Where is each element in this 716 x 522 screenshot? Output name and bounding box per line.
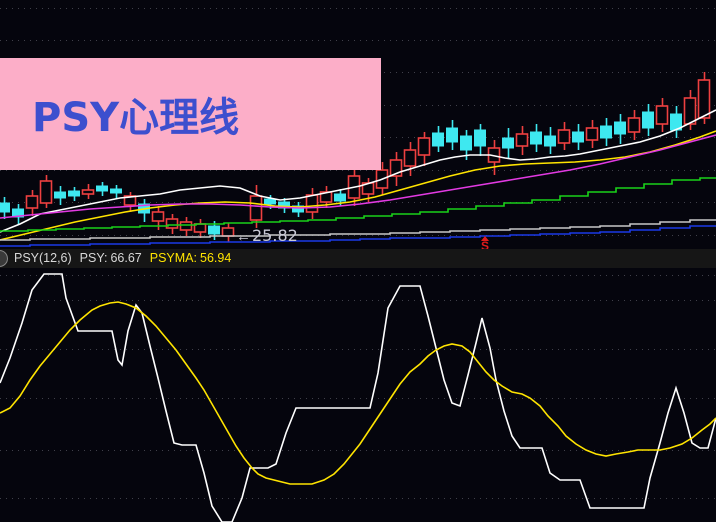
psy-gridline — [0, 349, 716, 350]
price-gridline — [0, 235, 716, 236]
psy-indicator-header[interactable]: PSY(12,6) PSY: 66.67 PSYMA: 56.94 — [0, 249, 716, 268]
psy-gridline — [0, 300, 716, 301]
psy-value-label: PSY: — [79, 251, 108, 265]
psyma-value: 56.94 — [200, 251, 232, 265]
banner-title-text: PSY心理线 — [32, 95, 240, 141]
callout-price-value: 25.82 — [252, 226, 298, 245]
sell-arrow-icon — [481, 236, 489, 241]
moving-average-lines — [0, 109, 716, 247]
psy-gridline — [0, 398, 716, 399]
psy-indicator-panel[interactable] — [0, 268, 716, 522]
psy-gridline — [0, 275, 716, 276]
psy-lines-svg — [0, 273, 716, 522]
indicator-bubble-icon[interactable] — [0, 250, 8, 267]
price-gridline — [0, 202, 716, 203]
price-callout: ← 25.82 — [236, 228, 298, 244]
sell-signal-marker: S — [478, 236, 492, 252]
psy-value: 66.67 — [110, 251, 142, 265]
price-chart-panel[interactable] — [0, 0, 716, 255]
title-banner: PSY心理线 — [0, 58, 381, 170]
psyma-value-label: PSYMA: — [149, 251, 197, 265]
price-gridline — [0, 8, 716, 9]
callout-arrow-icon: ← — [236, 227, 251, 245]
sell-signal-label: S — [480, 239, 489, 253]
price-gridline — [0, 40, 716, 41]
psy-gridline — [0, 498, 716, 499]
psy-indicator-name[interactable]: PSY(12,6) — [14, 251, 72, 265]
price-candlestick-svg — [0, 72, 711, 242]
psy-gridline — [0, 450, 716, 451]
price-gridline — [0, 170, 716, 171]
